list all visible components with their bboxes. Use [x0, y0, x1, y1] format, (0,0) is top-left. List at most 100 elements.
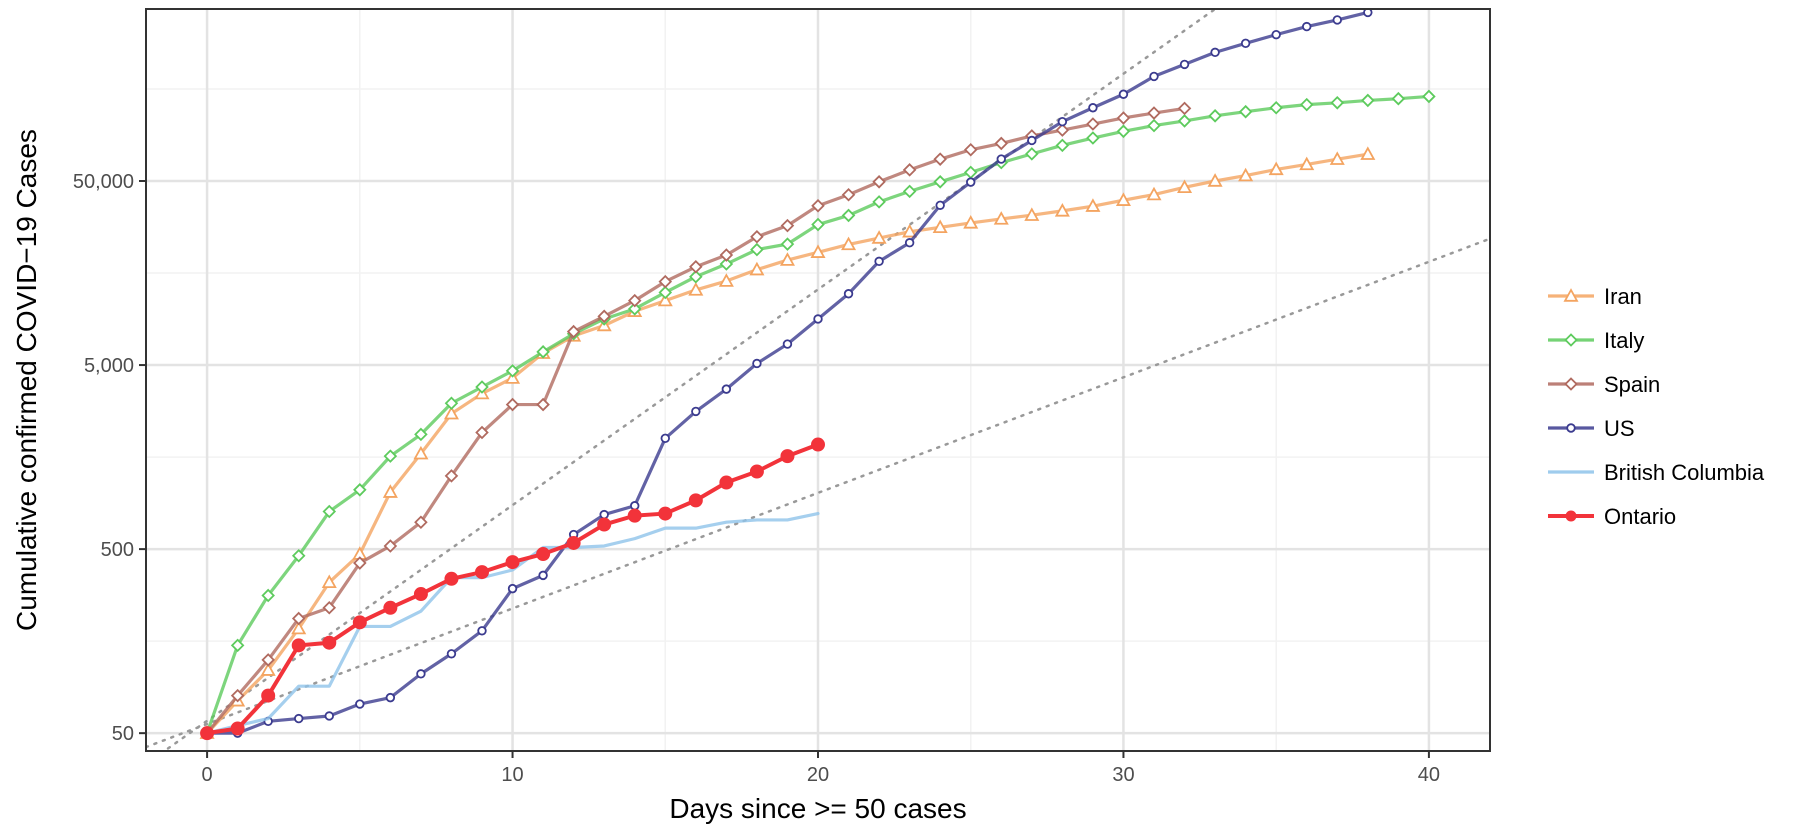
us-point: [996, 154, 1006, 164]
us-point: [904, 238, 915, 248]
iran-point: [1299, 156, 1315, 171]
x-axis: 0 10 20 30 40: [202, 751, 1440, 786]
iran-point: [810, 244, 826, 258]
us-point: [1240, 38, 1251, 48]
x-tick-label: 30: [1112, 764, 1134, 786]
iran-point: [1238, 167, 1254, 182]
legend-key-point: [1564, 377, 1578, 391]
iran-point: [718, 273, 734, 287]
legend-key-point: [1563, 288, 1579, 302]
legend-label: US: [1604, 416, 1635, 441]
ontario-point: [291, 638, 306, 653]
legend-item-us: US: [1548, 416, 1635, 441]
us-point: [874, 256, 884, 267]
spain-point: [1147, 106, 1161, 120]
italy-point: [658, 285, 673, 300]
iran-point: [1177, 179, 1193, 194]
us-point: [294, 713, 304, 724]
iran-point: [413, 445, 429, 460]
legend-item-iran: Iran: [1548, 284, 1642, 309]
iran-point: [993, 211, 1009, 225]
iran-point: [932, 219, 948, 234]
italy-point: [536, 345, 550, 359]
italy-point: [780, 237, 795, 251]
spain-point: [291, 611, 306, 626]
us-point: [721, 384, 732, 394]
iran-point: [1054, 203, 1070, 217]
spain-point: [414, 515, 428, 529]
legend-item-ontario: Ontario: [1548, 504, 1676, 529]
italy-point: [1025, 147, 1039, 161]
y-tick-label: 50: [112, 723, 134, 745]
iran-point: [902, 223, 918, 238]
us-point: [691, 406, 701, 417]
italy-point: [475, 380, 489, 394]
us-point: [416, 669, 426, 679]
spain-point: [566, 324, 581, 339]
ontario-point: [597, 517, 612, 532]
us-point: [1210, 47, 1220, 58]
x-tick-label: 20: [807, 764, 829, 786]
ontario-point: [749, 464, 764, 479]
spain-point: [383, 539, 398, 553]
us-point: [538, 570, 548, 581]
ontario-point: [322, 635, 337, 650]
us-point: [507, 583, 518, 594]
legend-item-british-columbia: British Columbia: [1548, 460, 1765, 485]
spain-point: [994, 136, 1009, 151]
italy-point: [444, 396, 459, 411]
spain-point: [536, 397, 550, 412]
spain-point: [750, 229, 764, 244]
italy-point: [1086, 131, 1100, 145]
legend-label: British Columbia: [1604, 460, 1765, 485]
ontario-point: [688, 493, 703, 508]
spain-point: [444, 469, 459, 483]
italy-point: [291, 549, 306, 563]
spain-point: [353, 556, 367, 570]
series-line-british-columbia: [205, 511, 820, 735]
italy-point: [322, 504, 337, 519]
iran-point: [963, 215, 979, 229]
ontario-point: [475, 565, 489, 580]
legend: Iran Italy Spain US British Columbia Ontario: [1548, 284, 1765, 529]
us-point: [446, 649, 457, 659]
legend-label: Ontario: [1604, 504, 1676, 529]
us-point: [355, 699, 365, 709]
iran-point: [1360, 146, 1376, 160]
us-point: [1271, 29, 1281, 40]
italy-point: [1177, 114, 1192, 128]
italy-point: [505, 364, 520, 378]
italy-point: [933, 175, 947, 189]
us-point: [966, 177, 976, 187]
spain-point: [475, 425, 489, 440]
us-point: [630, 501, 640, 511]
italy-point: [353, 483, 367, 497]
italy-point: [719, 257, 734, 271]
reference-lines: [146, 9, 1490, 751]
iran-point: [779, 252, 795, 266]
spain-point: [1086, 117, 1100, 131]
spain-point: [505, 397, 520, 412]
us-point: [1118, 89, 1129, 99]
us-point: [385, 692, 396, 703]
ontario-point: [658, 506, 673, 521]
spain-point: [1116, 111, 1131, 125]
us-point: [1149, 71, 1159, 82]
y-axis-title: Cumulative confirmed COVID−19 Cases: [11, 129, 42, 631]
us-point: [813, 314, 823, 324]
ontario-point: [566, 535, 581, 550]
iran-point: [1085, 198, 1101, 212]
italy-point: [627, 302, 642, 316]
italy-point: [414, 427, 428, 442]
ontario-point: [444, 571, 459, 586]
x-axis-title: Days since >= 50 cases: [669, 793, 966, 824]
y-tick-label: 50,000: [73, 171, 134, 193]
spain-point: [780, 218, 795, 233]
italy-point: [261, 588, 275, 603]
italy-point: [811, 217, 825, 232]
italy-point: [750, 242, 764, 257]
iran-point: [1268, 161, 1284, 176]
us-point: [752, 358, 762, 369]
us-point: [1302, 21, 1312, 32]
iran-point: [291, 620, 307, 635]
